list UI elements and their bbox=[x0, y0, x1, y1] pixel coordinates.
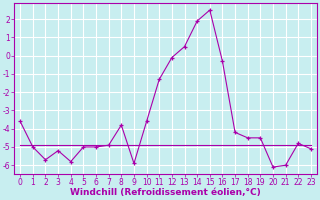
X-axis label: Windchill (Refroidissement éolien,°C): Windchill (Refroidissement éolien,°C) bbox=[70, 188, 261, 197]
